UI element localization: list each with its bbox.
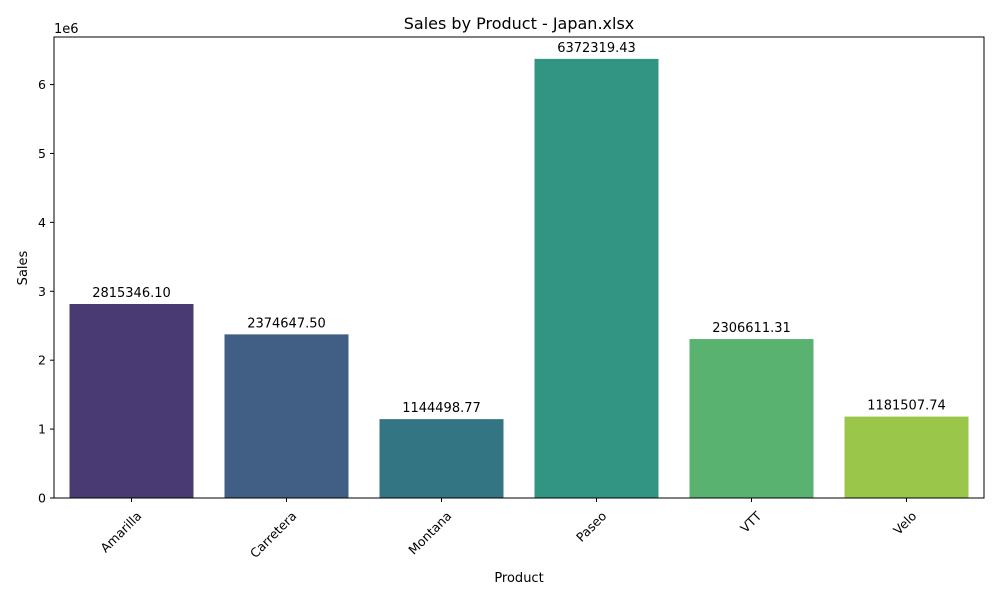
plot-frame [53,36,985,499]
x-tick-label: Amarilla [97,508,144,555]
x-tick-label: Paseo [573,508,609,544]
data-label-carretera: 2374647.50 [247,316,326,331]
x-tick-label: Montana [405,508,454,557]
data-label-paseo: 6372319.43 [557,41,636,56]
y-tick-label: 3 [38,284,46,299]
y-tick-label: 0 [38,491,46,506]
y-axis-offset-label: 1e6 [54,22,79,37]
plot-area: 2815346.10 Amarilla 2374647.50 Carretera 114… [38,36,985,561]
y-tick-label: 5 [38,146,46,161]
y-tick-label: 2 [38,353,46,368]
bar-amarilla [69,303,194,498]
bar-carretera [224,334,349,498]
y-axis-label: Sales [16,250,31,285]
x-tick-label: VTT [737,508,765,536]
bar-paseo [534,58,659,498]
y-tick-label: 1 [38,422,46,437]
y-tick-label: 4 [38,215,46,230]
data-label-montana: 1144498.77 [402,401,481,416]
data-label-velo: 1181507.74 [867,399,946,414]
chart-title: Sales by Product - Japan.xlsx [404,14,635,33]
bar-vtt [689,339,814,498]
data-label-vtt: 2306611.31 [712,321,791,336]
x-tick-label: Carretera [247,508,300,561]
y-tick-label: 6 [38,77,46,92]
bar-montana [379,419,504,498]
x-tick-label: Velo [890,508,919,537]
data-label-amarilla: 2815346.10 [92,286,171,301]
x-axis-label: Product [494,571,543,586]
bar-velo [844,416,969,498]
